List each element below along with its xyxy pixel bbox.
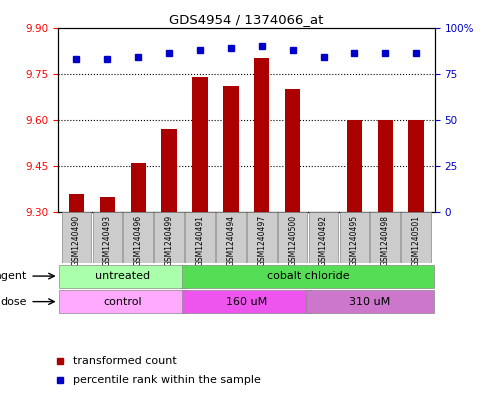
FancyBboxPatch shape [216, 212, 246, 263]
Text: dose: dose [0, 297, 27, 307]
FancyBboxPatch shape [278, 212, 308, 263]
Text: GSM1240500: GSM1240500 [288, 215, 297, 266]
Bar [161, 129, 177, 212]
FancyBboxPatch shape [124, 212, 153, 263]
Bar [285, 89, 300, 212]
FancyBboxPatch shape [185, 212, 215, 263]
Text: agent: agent [0, 271, 27, 281]
Text: 160 uM: 160 uM [226, 297, 267, 307]
FancyBboxPatch shape [247, 212, 277, 263]
Text: GSM1240495: GSM1240495 [350, 215, 359, 266]
FancyBboxPatch shape [58, 264, 187, 288]
Text: percentile rank within the sample: percentile rank within the sample [73, 375, 261, 386]
Bar [378, 120, 393, 212]
Text: transformed count: transformed count [73, 356, 177, 366]
Text: GSM1240490: GSM1240490 [72, 215, 81, 266]
Title: GDS4954 / 1374066_at: GDS4954 / 1374066_at [169, 13, 324, 26]
Text: GSM1240494: GSM1240494 [227, 215, 235, 266]
Text: GSM1240498: GSM1240498 [381, 215, 390, 266]
FancyBboxPatch shape [401, 212, 431, 263]
Bar [409, 120, 424, 212]
Text: GSM1240493: GSM1240493 [103, 215, 112, 266]
Bar [69, 194, 84, 212]
Bar [99, 197, 115, 212]
Bar [223, 86, 239, 212]
FancyBboxPatch shape [62, 212, 91, 263]
Bar [192, 77, 208, 212]
Text: GSM1240497: GSM1240497 [257, 215, 266, 266]
Text: GSM1240496: GSM1240496 [134, 215, 143, 266]
Text: GSM1240491: GSM1240491 [196, 215, 204, 266]
Text: 310 uM: 310 uM [349, 297, 390, 307]
Text: GSM1240501: GSM1240501 [412, 215, 421, 266]
Bar [254, 58, 270, 212]
FancyBboxPatch shape [309, 212, 339, 263]
FancyBboxPatch shape [182, 264, 434, 288]
Text: control: control [103, 297, 142, 307]
Text: GSM1240492: GSM1240492 [319, 215, 328, 266]
Text: untreated: untreated [95, 271, 150, 281]
FancyBboxPatch shape [93, 212, 122, 263]
Bar [130, 163, 146, 212]
FancyBboxPatch shape [58, 290, 187, 313]
FancyBboxPatch shape [340, 212, 369, 263]
FancyBboxPatch shape [154, 212, 184, 263]
FancyBboxPatch shape [182, 290, 311, 313]
FancyBboxPatch shape [306, 290, 434, 313]
Bar [347, 120, 362, 212]
FancyBboxPatch shape [370, 212, 400, 263]
Text: GSM1240499: GSM1240499 [165, 215, 173, 266]
Text: cobalt chloride: cobalt chloride [267, 271, 349, 281]
